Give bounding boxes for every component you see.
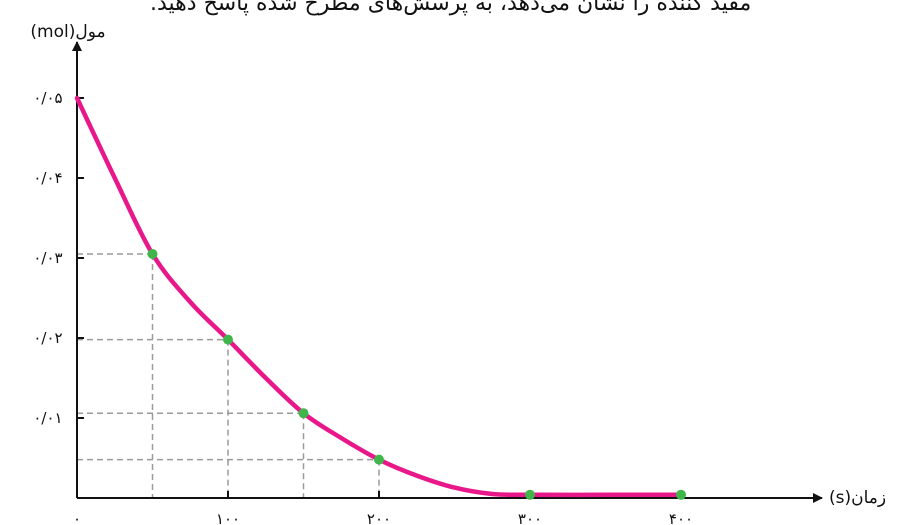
y-tick-label: ۰/۰۴ [33,169,62,187]
data-point [525,489,535,500]
axis-ticks: ۰/۰۱ ۰/۰۲ ۰/۰۳ ۰/۰۴ ۰/۰۵ ۰ ۱۰۰ ۲۰۰ ۳۰۰ ۴۰۰ [33,89,693,525]
data-point [223,334,233,345]
instruction-text: مفید کننده را نشان می‌دهد، به پرسش‌های م… [150,0,752,16]
x-tick-label: ۱۰۰ [216,510,240,525]
y-axis-title: مول(mol) [30,22,105,42]
y-tick-label: ۰/۰۱ [33,409,62,427]
x-axis-title: زمان(s) [829,488,886,508]
data-point [374,454,384,465]
y-tick-label: ۰/۰۲ [33,329,62,347]
data-point [676,489,686,500]
y-tick-label: ۰/۰۵ [33,89,62,107]
x-tick-label: ۴۰۰ [669,510,693,525]
data-point [147,249,158,259]
x-tick-label: ۳۰۰ [518,510,542,525]
y-tick-label: ۰/۰۳ [33,249,62,267]
x-tick-label: ۲۰۰ [367,510,391,525]
data-points [147,249,686,500]
guide-lines [77,253,380,498]
x-tick-label: ۰ [73,510,81,525]
data-point [298,408,309,419]
series-line [74,95,684,498]
